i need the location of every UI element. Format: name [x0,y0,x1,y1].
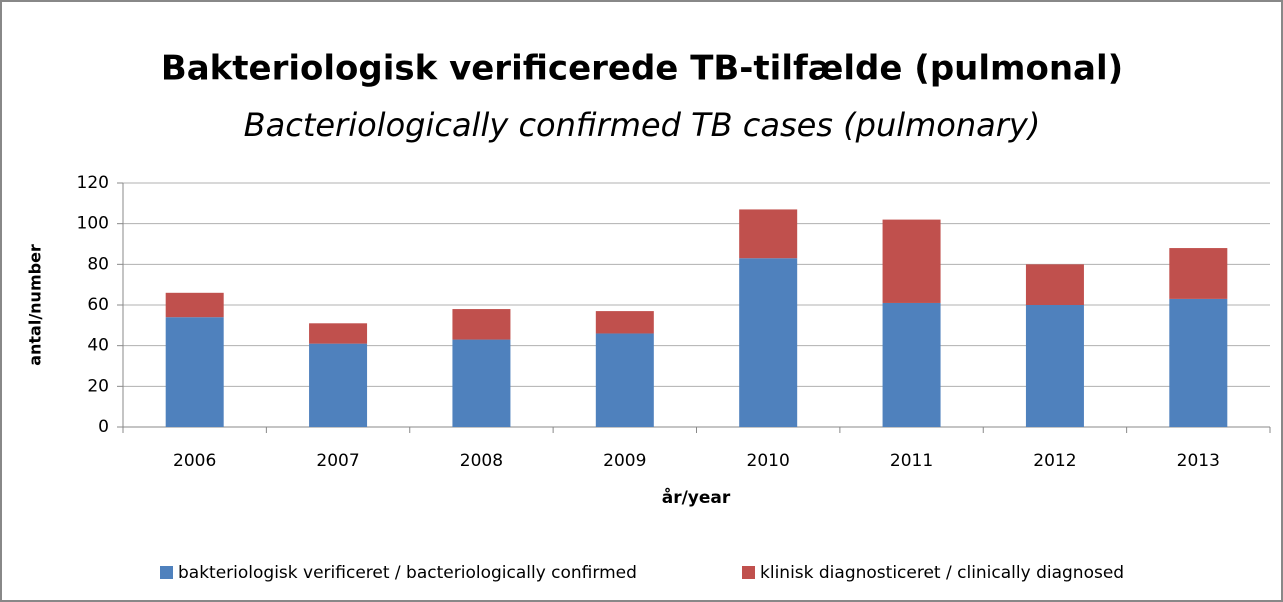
bar-segment [165,317,224,427]
y-axis-label: antal/number [26,244,45,366]
y-tick-label: 60 [87,295,109,315]
y-tick-label: 100 [77,214,109,234]
bar-segment [1025,264,1084,305]
x-tick-label: 2008 [460,451,503,471]
y-tick-label: 120 [77,173,109,193]
bar-segment [309,323,368,344]
bar-segment [595,333,654,427]
legend-swatch [160,566,173,579]
x-tick-label: 2013 [1177,451,1220,471]
chart-subtitle: Bacteriologically confirmed TB cases (pu… [244,106,1041,144]
bar-segment [165,292,224,318]
bar-segment [739,258,798,427]
x-axis-label: år/year [662,486,731,508]
y-tick-label: 40 [87,336,109,356]
x-tick-label: 2012 [1033,451,1076,471]
bar-segment [1025,305,1084,427]
bar-segment [882,219,941,303]
bar-segment [1169,248,1228,299]
y-tick-label: 20 [87,376,109,396]
legend-label: klinisk diagnosticeret / clinically diag… [760,563,1124,583]
bar-segment [1169,298,1228,427]
y-tick-label: 0 [98,417,109,437]
x-tick-label: 2006 [173,451,216,471]
x-tick-label: 2011 [890,451,933,471]
bar-segment [595,311,654,334]
bar-segment [309,343,368,427]
chart-title: Bakteriologisk verificerede TB-tilfælde … [161,49,1123,89]
y-tick-label: 80 [87,254,109,274]
legend-swatch [742,566,755,579]
x-tick-label: 2007 [316,451,359,471]
legend-label: bakteriologisk verificeret / bacteriolog… [178,563,637,583]
bar-segment [452,309,511,340]
bar-segment [739,209,798,259]
bar-segment [452,339,511,427]
bar-segment [882,302,941,427]
x-tick-label: 2009 [603,451,646,471]
x-tick-label: 2010 [747,451,790,471]
